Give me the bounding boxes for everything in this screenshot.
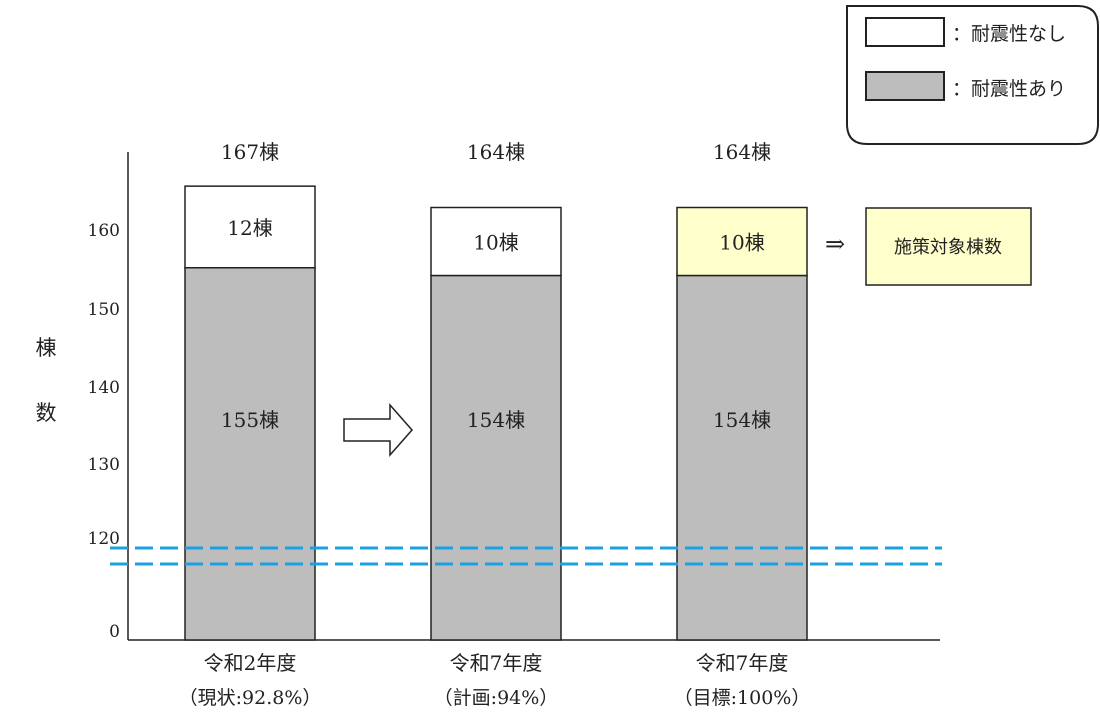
bar-label-no-seismic: 12棟 [227,216,272,240]
x-category-label: 令和7年度 [450,651,543,675]
target-label: 施策対象棟数 [894,237,1002,258]
bar-total-label: 164棟 [713,140,771,164]
bar-label-no-seismic: 10棟 [473,231,518,255]
legend-label-seismic: ：耐震性あり [952,78,1066,100]
legend-label-no-seismic: ：耐震性なし [952,23,1066,45]
y-tick-label: 150 [88,300,120,320]
bar-label-seismic: 154棟 [467,408,525,432]
bar-seismic [676,274,808,641]
legend-swatch-no-seismic [865,17,945,47]
y-axis-title-char: 棟 [36,336,57,360]
bar-label-no-seismic: 10棟 [719,231,764,255]
x-category-label: 令和2年度 [204,651,297,675]
bar-no-seismic [676,206,808,277]
x-category-sublabel: （計画:94%） [434,687,559,709]
bar-seismic [184,267,316,641]
legend: ：耐震性なし ：耐震性あり [846,5,1099,145]
bar-seismic [430,274,562,641]
y-tick-label: 160 [88,221,120,241]
block-arrow-icon [343,403,413,457]
bar-no-seismic [184,185,316,269]
double-arrow-symbol: ⇒ [825,230,845,258]
bar-label-seismic: 155棟 [221,408,279,432]
legend-frame [846,5,1099,145]
bar-total-label: 167棟 [221,140,279,164]
bar-no-seismic [430,206,562,277]
y-tick-label: 0 [109,622,120,642]
bar-total-label: 164棟 [467,140,525,164]
x-category-sublabel: （目標:100%） [674,687,811,709]
x-category-label: 令和7年度 [696,651,789,675]
y-tick-label: 130 [88,455,120,475]
y-tick-label: 120 [88,529,120,549]
bar-label-seismic: 154棟 [713,408,771,432]
legend-swatch-seismic [865,71,945,101]
x-category-sublabel: （現状:92.8%） [179,687,322,709]
y-tick-label: 140 [88,378,120,398]
y-axis-title-char: 数 [36,401,57,425]
target-box [865,207,1032,286]
